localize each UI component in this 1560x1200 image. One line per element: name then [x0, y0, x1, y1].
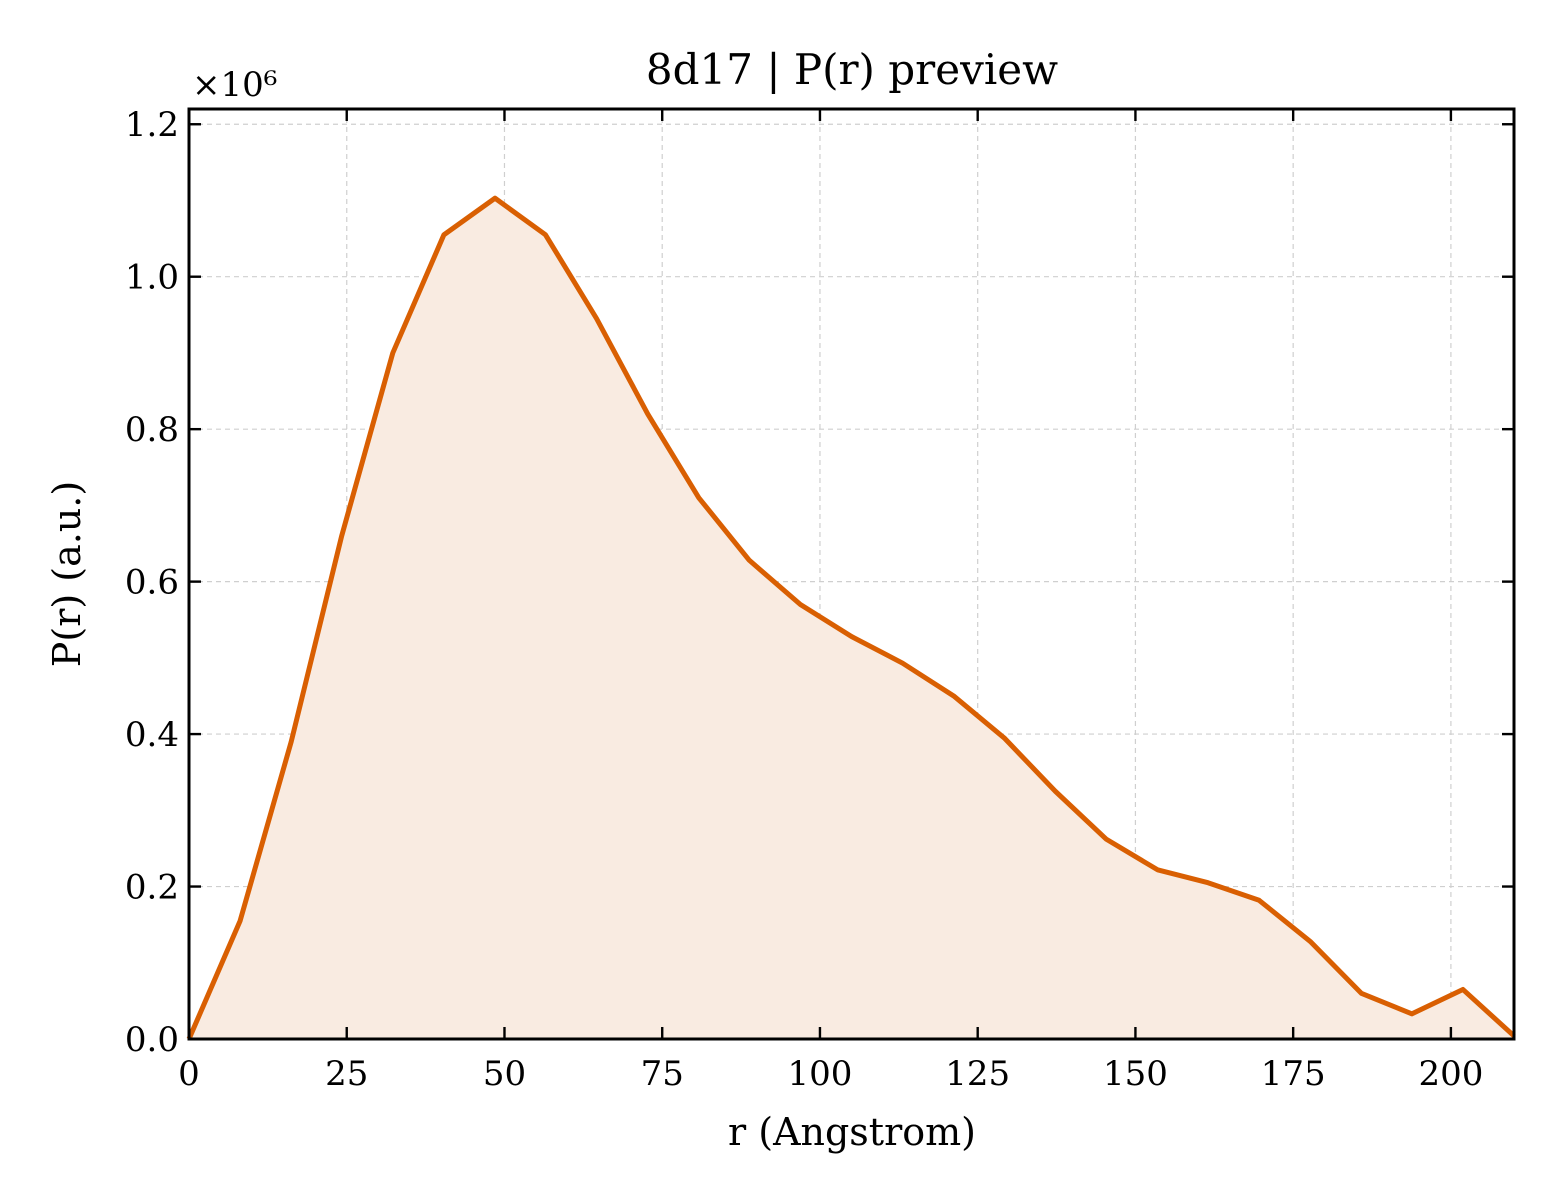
- x-tick-label: 25: [325, 1054, 368, 1094]
- plot-frame: [187, 107, 1516, 1041]
- x-tick-label: 100: [787, 1054, 852, 1094]
- x-tick-label: 50: [483, 1054, 526, 1094]
- x-tick-label: 200: [1418, 1054, 1483, 1094]
- chart-title: 8d17 | P(r) preview: [646, 45, 1058, 94]
- x-tick-label: 75: [641, 1054, 684, 1094]
- x-tick-label: 125: [945, 1054, 1010, 1094]
- pr-series-line: [186, 195, 1516, 1040]
- y-axis-label: P(r) (a.u.): [45, 481, 89, 667]
- y-tick-label: 0.2: [125, 868, 179, 908]
- y-tick-label: 0.4: [125, 715, 179, 755]
- x-tick-label: 150: [1103, 1054, 1168, 1094]
- y-tick-label: 1.0: [125, 258, 179, 298]
- axis-ticks: 0 25 50 75 100 125 150 175 200 0.0 0.2 0.4 0.6 0.8 1.0…: [125, 105, 1514, 1094]
- x-axis-label: r (Angstrom): [728, 1110, 976, 1154]
- x-tick-label: 175: [1261, 1054, 1326, 1094]
- pr-area-fill: [189, 198, 1514, 1039]
- y-tick-label: 0.6: [125, 563, 179, 603]
- x-tick-label: 0: [178, 1054, 200, 1094]
- y-axis-multiplier: ×10⁶: [192, 65, 277, 105]
- y-tick-label: 1.2: [125, 105, 179, 145]
- y-tick-label: 0.8: [125, 410, 179, 450]
- y-tick-label: 0.0: [125, 1020, 179, 1060]
